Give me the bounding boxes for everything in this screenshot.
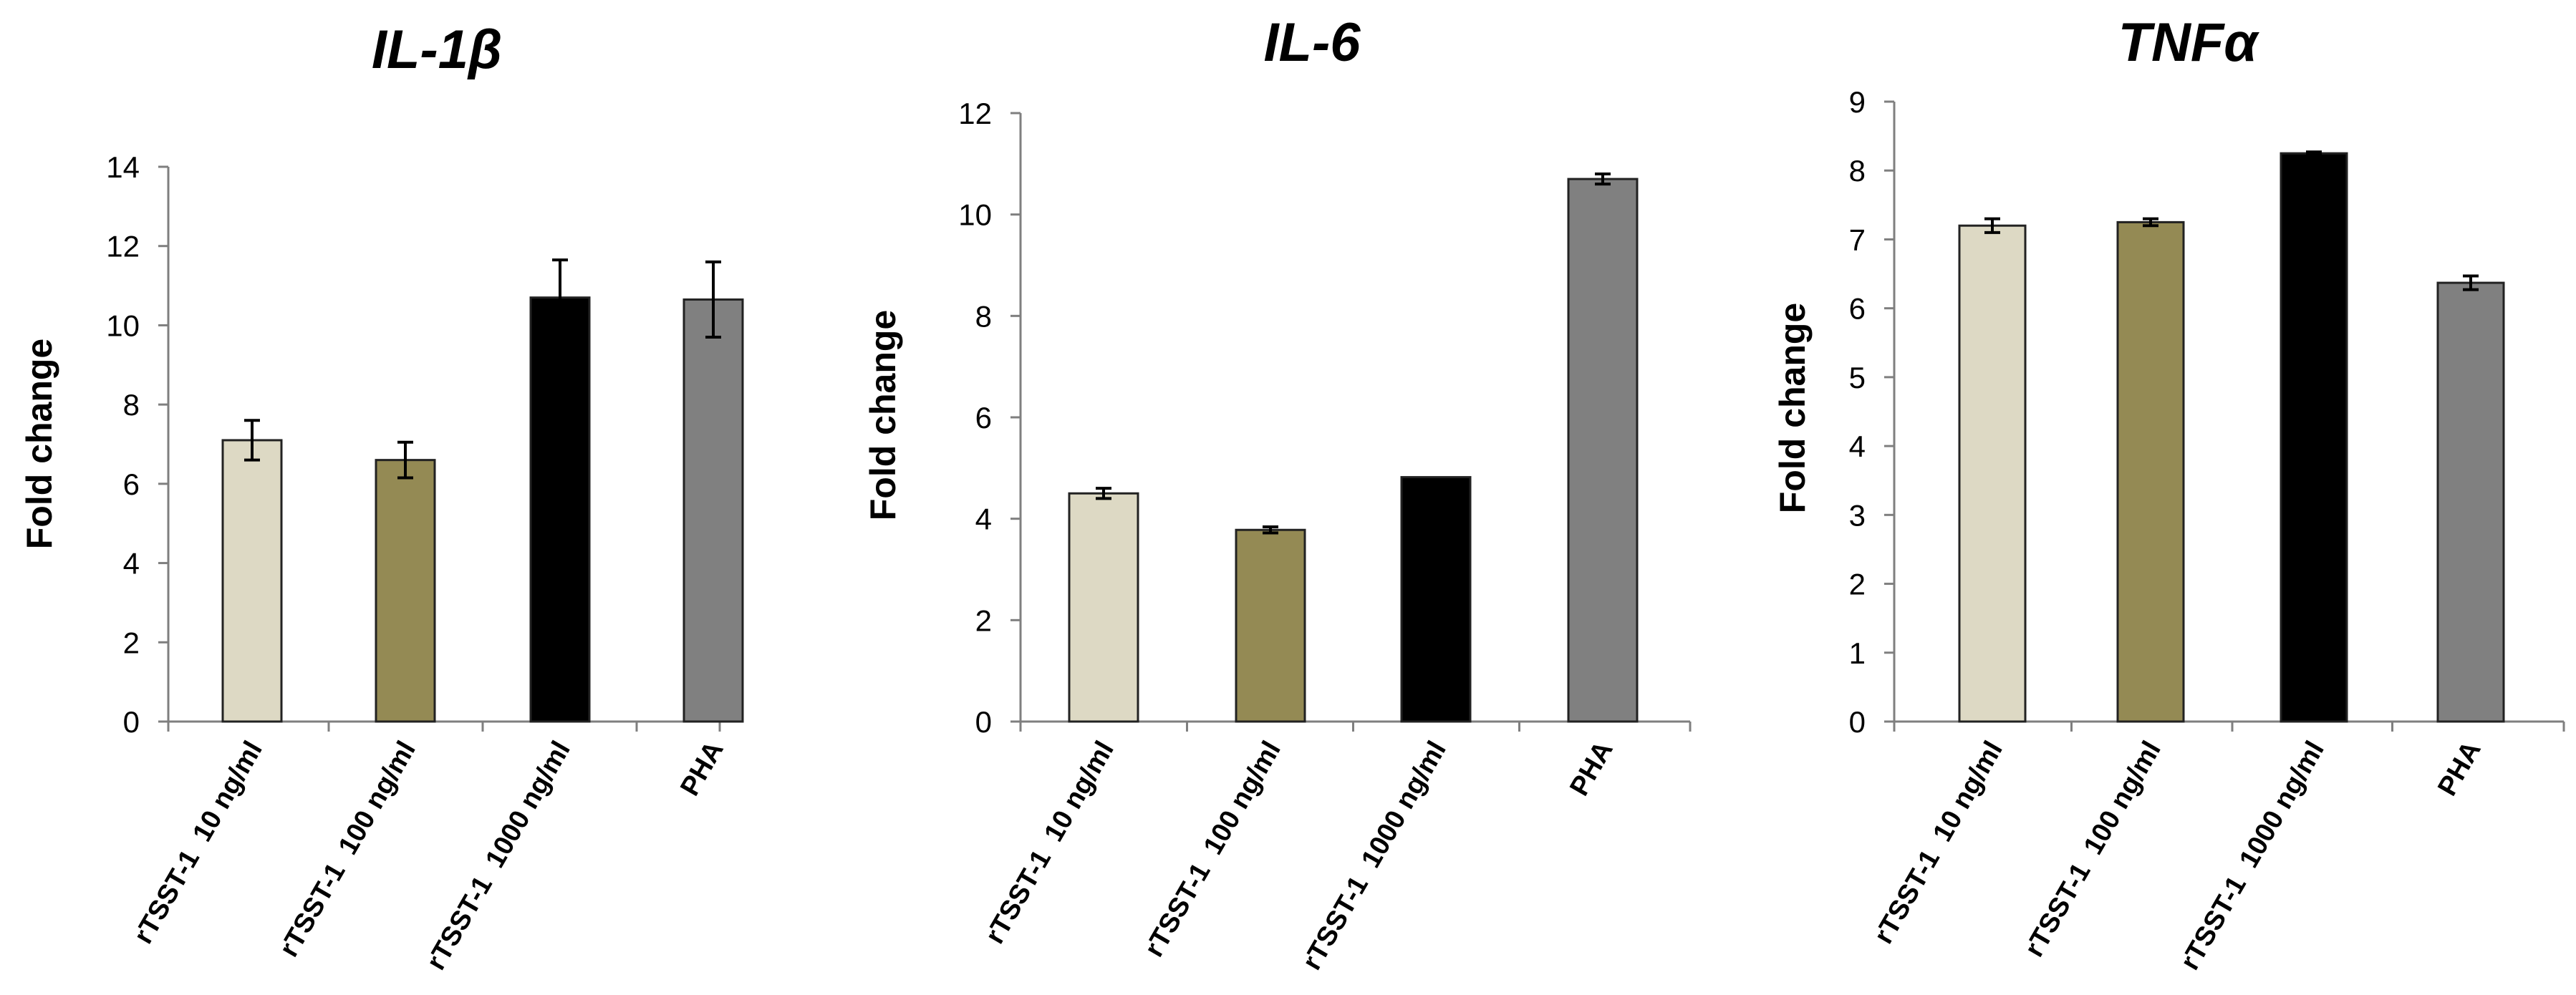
y-tick-label: 10 (958, 198, 992, 232)
x-tick-label: rTSST-1 100 ng/ml (1139, 737, 1286, 962)
plot-area: 0 2 4 6 8 10 12 14 rTSST-1 10 ng/ml rTSST-1 100 n… (106, 150, 744, 976)
bar (1400, 476, 1472, 723)
x-tick-label: PHA (1564, 737, 1619, 801)
y-axis-label: Fold change (863, 310, 903, 520)
y-tick-label: 8 (123, 388, 140, 422)
bar (2280, 152, 2348, 723)
bar (1068, 492, 1139, 723)
y-axis-label: Fold change (1772, 303, 1813, 513)
y-tick-label: 0 (1849, 705, 1866, 739)
y-tick-label: 2 (975, 603, 992, 637)
x-tick-label: rTSST-1 1000 ng/ml (2175, 737, 2330, 976)
chart-title: IL-1β (372, 19, 502, 80)
x-tick-label: rTSST-1 10 ng/ml (980, 737, 1120, 949)
y-tick-label: 6 (1849, 292, 1866, 326)
chart-title: TNFα (2118, 12, 2260, 73)
y-tick-label: 14 (106, 150, 140, 184)
x-tick-label: PHA (2432, 737, 2486, 801)
y-tick-label: 1 (1849, 636, 1866, 670)
bar (221, 439, 283, 723)
x-tick-label: rTSST-1 100 ng/ml (2019, 737, 2166, 962)
chart-panel-tnfa: TNFα Fold change 0 1 2 3 4 5 6 7 8 9 rTSST-1 10 ng… (1772, 12, 2565, 976)
bar (529, 296, 591, 723)
chart-title: IL-6 (1263, 12, 1361, 73)
bar (375, 459, 436, 723)
y-tick-label: 0 (123, 705, 140, 739)
plot-area: 0 1 2 3 4 5 6 7 8 9 rTSST-1 10 ng/ml rTSST-1 100 ng… (1849, 85, 2565, 976)
y-tick-label: 0 (975, 705, 992, 739)
bar (1958, 224, 2027, 723)
y-tick-label: 8 (1849, 154, 1866, 188)
y-tick-label: 4 (123, 547, 140, 581)
chart-panel-il6: IL-6 Fold change 0 2 4 6 8 10 12 rTSST-1 10 ng/… (863, 12, 1692, 976)
bar (682, 298, 744, 723)
y-tick-label: 9 (1849, 85, 1866, 119)
y-tick-label: 3 (1849, 498, 1866, 532)
bar (1567, 178, 1639, 723)
x-tick-label: rTSST-1 10 ng/ml (128, 737, 269, 949)
y-tick-label: 2 (1849, 568, 1866, 601)
x-tick-label: rTSST-1 1000 ng/ml (421, 737, 577, 976)
y-tick-label: 12 (958, 97, 992, 130)
x-tick-label: PHA (675, 737, 729, 801)
y-tick-label: 12 (106, 230, 140, 263)
y-tick-label: 5 (1849, 361, 1866, 394)
y-tick-label: 6 (123, 467, 140, 501)
plot-area: 0 2 4 6 8 10 12 rTSST-1 10 ng/ml rTSST-1 100 ng/… (958, 97, 1692, 976)
bar (2116, 220, 2185, 723)
bar (1235, 528, 1306, 723)
y-tick-label: 7 (1849, 223, 1866, 256)
x-tick-label: rTSST-1 1000 ng/ml (1297, 737, 1452, 976)
y-tick-label: 10 (106, 309, 140, 342)
x-tick-label: rTSST-1 100 ng/ml (274, 737, 421, 962)
y-tick-label: 6 (975, 401, 992, 435)
y-tick-label: 4 (975, 503, 992, 536)
y-tick-label: 2 (123, 626, 140, 659)
x-tick-label: rTSST-1 10 ng/ml (1868, 737, 2009, 949)
chart-panel-il1b: IL-1β Fold change 0 2 4 6 8 10 12 14 rTSST-1 10 … (19, 19, 744, 976)
y-axis-label: Fold change (19, 339, 59, 549)
bar (2436, 281, 2505, 723)
y-tick-label: 8 (975, 299, 992, 333)
y-tick-label: 4 (1849, 429, 1866, 463)
